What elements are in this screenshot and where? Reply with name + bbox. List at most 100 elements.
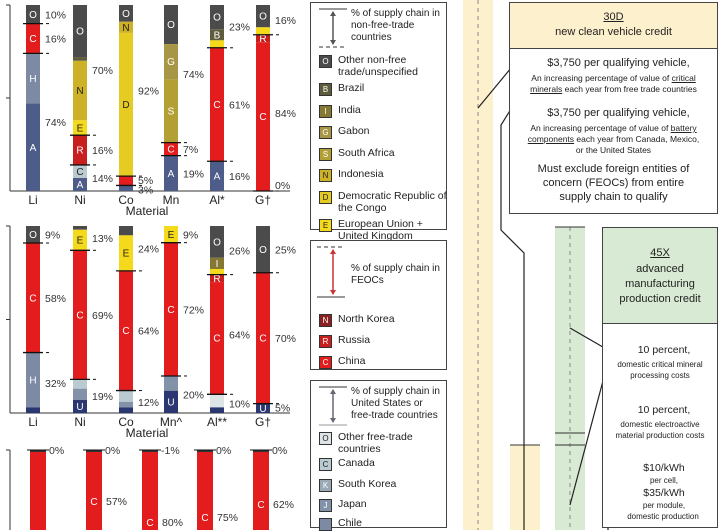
- percent-label: 0%: [105, 445, 120, 457]
- credit-45x-header: 45X advanced manufacturing production cr…: [603, 228, 717, 324]
- legend-label: Democratic Republic of the Congo: [338, 190, 447, 214]
- bar-segment: [73, 164, 87, 178]
- segment-label: C: [167, 305, 174, 316]
- percent-label: 74%: [45, 117, 66, 129]
- percent-label: 58%: [45, 293, 66, 305]
- credit-name: manufacturing: [625, 278, 695, 290]
- segment-label: R: [76, 146, 83, 157]
- segment-label: N: [76, 86, 83, 97]
- bar-segment: [73, 60, 87, 121]
- bar-segment: [210, 47, 224, 162]
- benefit-title: 10 percent,: [637, 404, 691, 416]
- bar-segment: [119, 401, 133, 408]
- credit-name: new clean vehicle credit: [555, 26, 672, 38]
- legend-swatch: O: [319, 55, 332, 68]
- segment-label: R: [213, 274, 220, 285]
- feoc-note: Must exclude foreign entities of: [537, 163, 690, 175]
- legend-item: C China: [319, 355, 450, 369]
- segment-label: O: [259, 12, 267, 23]
- benefit-desc: domestic production: [627, 512, 699, 521]
- legend-item: C Canada: [319, 457, 450, 471]
- stripe-30d-lower: [510, 445, 540, 530]
- bar-segment: [119, 226, 133, 236]
- bar-cap: [197, 450, 213, 452]
- category-label: Al**: [207, 415, 227, 429]
- bar-segment: [164, 79, 178, 143]
- bar-segment: [119, 21, 133, 33]
- range-arrow-icon: [319, 386, 347, 426]
- bar-segment: [256, 27, 270, 35]
- category-label: Mn^: [160, 415, 183, 429]
- bar-segment: [119, 270, 133, 391]
- category-label: Mn: [163, 193, 180, 207]
- segment-label: B: [214, 30, 221, 41]
- percent-label: 24%: [138, 243, 159, 255]
- bar-segment: [256, 34, 270, 43]
- segment-label: E: [77, 123, 84, 134]
- percent-label: 80%: [162, 517, 183, 529]
- category-label: Ni: [74, 415, 85, 429]
- segment-label: E: [168, 230, 175, 241]
- percent-label: -1%: [161, 445, 180, 457]
- category-label: G†: [255, 415, 271, 429]
- bar-cap: [142, 450, 158, 452]
- category-label: Li: [28, 193, 37, 207]
- legend-item: O Other free-trade countries: [319, 431, 450, 455]
- percent-label: 61%: [229, 100, 250, 112]
- bar-segment: [164, 142, 178, 156]
- bar-segment: [164, 5, 178, 45]
- bar-segment: [210, 161, 224, 191]
- legend-label: Indonesia: [338, 168, 384, 180]
- percent-label: 16%: [92, 145, 113, 157]
- legend-item: B Brazil: [319, 82, 450, 96]
- bar-segment: [26, 226, 40, 243]
- percent-label: 19%: [92, 391, 113, 403]
- bar-segment: [253, 450, 269, 530]
- segment-label: C: [76, 310, 83, 321]
- legend-label: North Korea: [338, 313, 395, 325]
- category-label: Li: [28, 415, 37, 429]
- legend-swatch: D: [319, 191, 332, 204]
- bar-segment: [164, 155, 178, 191]
- segment-label: H: [29, 74, 36, 85]
- credit-code: 45X: [650, 247, 670, 259]
- legend-swatch: C: [319, 356, 332, 369]
- benefit-desc: per module,: [642, 501, 686, 510]
- segment-label: H: [29, 375, 36, 386]
- bar-segment: [210, 274, 224, 283]
- percent-label: 0%: [216, 445, 231, 457]
- segment-label: U: [167, 397, 174, 408]
- category-label: Co: [118, 415, 134, 429]
- range-arrow-icon: [319, 8, 347, 48]
- bar-segment: [119, 390, 133, 402]
- range-arrow-icon: [317, 246, 345, 298]
- legend-label: Canada: [338, 457, 375, 469]
- segment-label: A: [168, 169, 175, 180]
- percent-label: 5%: [138, 175, 153, 187]
- bar-segment: [164, 390, 178, 413]
- legend-label: Brazil: [338, 82, 365, 94]
- segment-label: O: [213, 13, 221, 24]
- legend-label: Chile: [338, 517, 362, 529]
- bar-segment: [210, 407, 224, 413]
- percent-label: 84%: [275, 108, 296, 120]
- segment-label: O: [29, 10, 37, 21]
- benefit-title: $10/kWh: [643, 462, 685, 474]
- x-axis-title: Material: [126, 426, 169, 440]
- bar-segment: [26, 407, 40, 413]
- credit-name: production credit: [619, 293, 701, 305]
- legend-feoc: % of supply chain in FEOCs N North Korea R…: [310, 240, 447, 370]
- bar-segment: [210, 5, 224, 30]
- benefit-desc: minerals each year from free trade count…: [530, 84, 697, 94]
- percent-label: 5%: [275, 403, 290, 415]
- benefit-desc: material production costs: [615, 431, 705, 440]
- bar-segment: [210, 29, 224, 41]
- legend-label: South Africa: [338, 147, 395, 159]
- percent-label: 16%: [45, 33, 66, 45]
- legend-heading: % of supply chain in FEOCs: [351, 263, 440, 286]
- bar-segment: [210, 226, 224, 258]
- category-label: Al*: [209, 193, 225, 207]
- legend-swatch: C: [319, 458, 332, 471]
- benefit-title: $3,750 per qualifying vehicle,: [547, 57, 690, 69]
- segment-label: A: [214, 172, 221, 183]
